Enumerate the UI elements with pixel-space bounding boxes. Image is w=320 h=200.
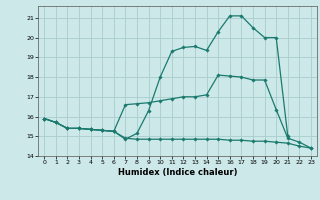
X-axis label: Humidex (Indice chaleur): Humidex (Indice chaleur) bbox=[118, 168, 237, 177]
